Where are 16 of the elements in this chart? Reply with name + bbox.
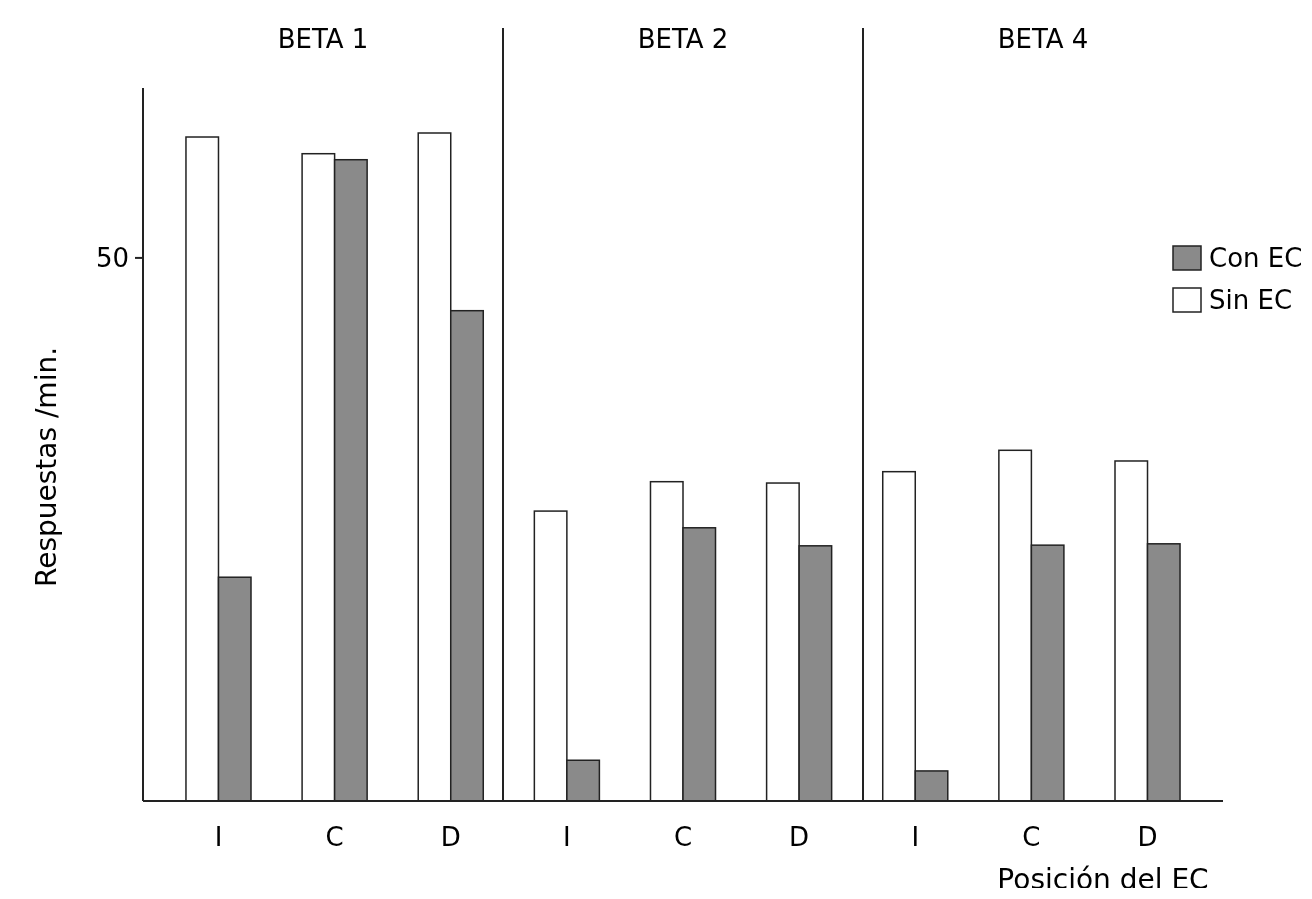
- y-axis-title: Respuestas /min.: [30, 346, 63, 588]
- x-tick-label: C: [325, 822, 344, 852]
- x-tick-label: I: [214, 822, 223, 852]
- text: 50: [95, 243, 129, 274]
- x-tick-label: D: [1137, 822, 1158, 852]
- legend-label: Sin EC: [1209, 285, 1293, 316]
- x-tick-label: D: [440, 822, 461, 852]
- x-tick-label: I: [563, 822, 571, 852]
- x-tick-label: D: [789, 822, 810, 852]
- x-tick-label: C: [673, 822, 693, 852]
- text: BETA 1: [277, 24, 369, 54]
- x-tick-label: I: [911, 822, 920, 852]
- text: BETA 2: [637, 24, 729, 54]
- x-tick-label: C: [1022, 822, 1041, 852]
- text: BETA 4: [997, 24, 1089, 54]
- legend-label: Con EC: [1209, 243, 1303, 274]
